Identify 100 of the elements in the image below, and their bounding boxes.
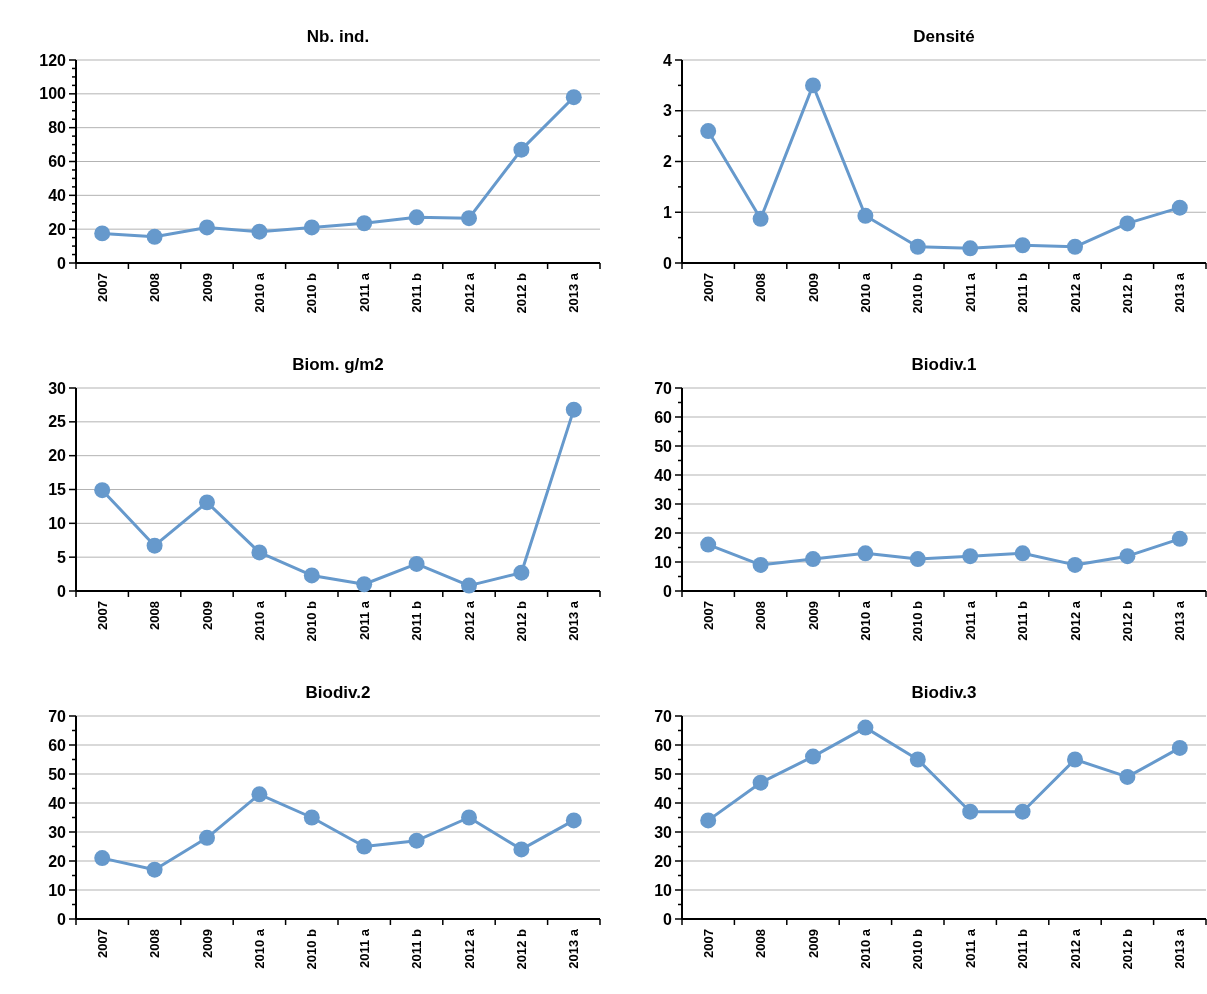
y-tick-label: 15 [48,481,67,499]
x-tick-label: 2011 b [1015,928,1031,969]
y-tick-label: 3 [663,102,673,120]
point [94,482,111,499]
chart-title: Biodiv.1 [911,355,977,374]
x-tick-label: 2012 b [1119,272,1135,314]
point [962,548,979,565]
x-tick-label: 2009 [199,929,215,958]
x-tick-label: 2013 a [1172,272,1188,313]
x-tick-label: 2010 a [857,272,873,313]
y-tick-label: 10 [654,553,673,571]
point [251,786,268,803]
x-tick-label: 2012 a [461,928,477,969]
point [909,551,926,568]
point [94,850,111,867]
point [752,210,769,227]
point [408,832,425,849]
x-tick-label: 2011 a [356,600,372,641]
x-tick-label: 2012 b [1119,928,1135,970]
point [461,577,477,594]
x-tick-label: 2011 b [409,272,425,313]
y-tick-label: 30 [654,495,673,513]
x-tick-label: 2010 a [251,928,267,969]
point [909,751,926,768]
y-tick-label: 60 [48,153,67,171]
x-tick-label: 2010 a [857,600,873,641]
x-tick-label: 2008 [753,601,769,630]
y-tick-label: 40 [48,186,67,204]
x-tick-label: 2009 [805,273,821,302]
point [513,141,530,158]
point [565,401,582,418]
point [303,567,320,584]
point [1067,238,1083,255]
y-tick-label: 70 [654,379,673,397]
x-tick-label: 2010 b [304,600,320,642]
point [408,555,425,572]
x-tick-label: 2008 [753,273,769,302]
x-tick-label: 2009 [805,929,821,958]
point [199,829,215,846]
point [303,219,320,236]
y-tick-label: 50 [48,765,67,783]
point [1067,556,1083,573]
point [700,536,717,553]
point [146,861,163,878]
point [857,545,874,562]
y-tick-label: 60 [48,736,67,754]
x-tick-label: 2009 [199,601,215,630]
y-tick-label: 30 [48,379,67,397]
point [962,803,979,820]
y-tick-label: 70 [48,707,67,725]
point [857,719,874,736]
point [251,223,268,240]
x-tick-label: 2013 a [566,272,582,313]
x-tick-label: 2008 [147,929,163,958]
x-tick-label: 2010 b [910,272,926,314]
point [251,544,268,561]
x-tick-label: 2010 b [304,928,320,970]
x-tick-label: 2012 b [513,272,529,314]
y-tick-label: 40 [654,794,673,812]
chart-title: Densité [913,27,975,46]
x-tick-label: 2013 a [1172,600,1188,641]
point [146,537,163,554]
point [1067,751,1083,768]
x-tick-label: 2012 b [513,600,529,642]
point [857,207,874,224]
chart-title: Biodiv.3 [911,683,977,702]
point [356,215,373,232]
x-tick-label: 2009 [199,273,215,302]
point [461,809,477,826]
point [700,812,717,829]
point [408,209,425,226]
y-tick-label: 100 [39,85,67,103]
x-tick-label: 2007 [700,273,716,302]
x-tick-label: 2008 [147,601,163,630]
y-tick-label: 20 [654,852,673,870]
x-tick-label: 2008 [147,273,163,302]
point [805,748,821,765]
x-tick-label: 2011 b [1015,272,1031,313]
point [1171,530,1188,547]
point [962,240,979,257]
x-tick-label: 2013 a [1172,928,1188,969]
y-tick-label: 20 [48,220,67,238]
x-tick-label: 2007 [94,601,110,630]
y-tick-label: 50 [654,437,673,455]
x-tick-label: 2007 [700,929,716,958]
y-tick-label: 10 [48,514,67,532]
y-tick-label: 0 [57,254,67,272]
x-tick-label: 2008 [753,929,769,958]
y-tick-label: 20 [48,447,67,465]
y-tick-label: 50 [654,765,673,783]
point [1171,199,1188,216]
y-tick-label: 80 [48,119,67,137]
y-tick-label: 40 [48,794,67,812]
point [565,89,582,106]
x-tick-label: 2010 a [251,272,267,313]
y-tick-label: 60 [654,736,673,754]
point [805,77,821,94]
x-tick-label: 2007 [94,929,110,958]
y-tick-label: 25 [48,413,67,431]
x-tick-label: 2012 a [1067,928,1083,969]
